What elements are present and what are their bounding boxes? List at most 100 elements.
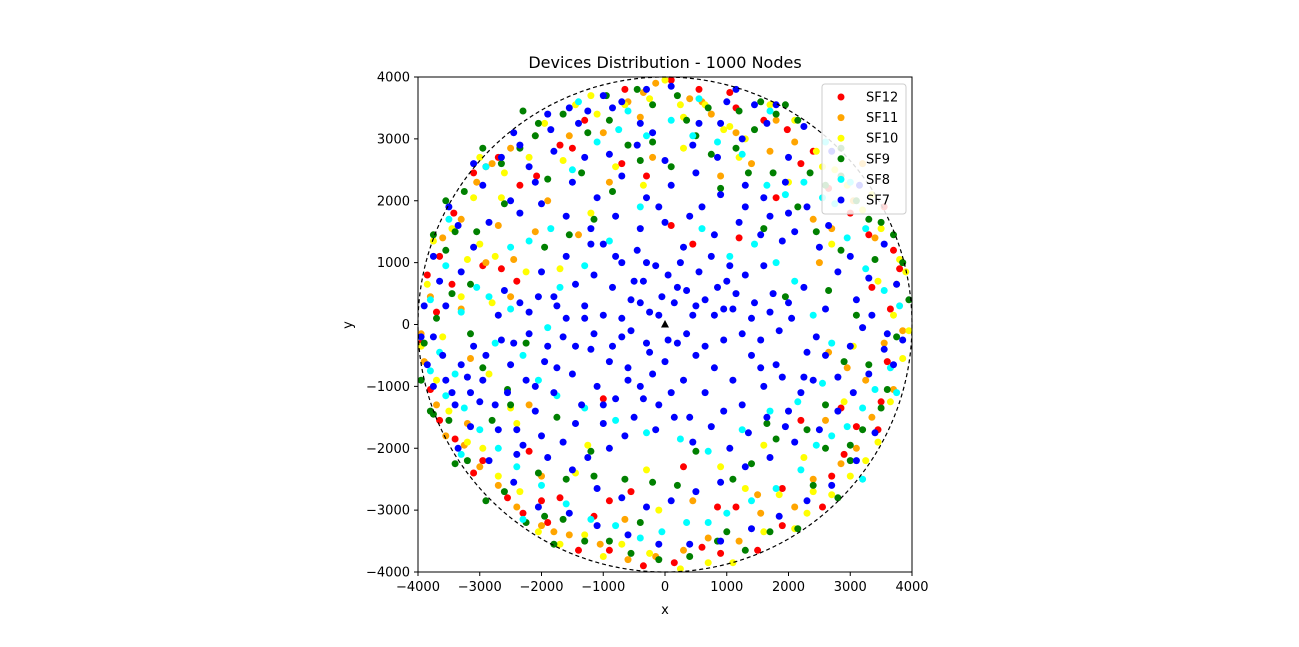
- data-point-sf10-3: [476, 240, 484, 248]
- data-point-sf12-45: [436, 416, 444, 424]
- data-point-sf7-140: [605, 150, 613, 158]
- data-point-sf7-162: [673, 283, 681, 291]
- data-point-sf8-52: [507, 305, 515, 313]
- data-point-sf8-2: [457, 308, 465, 316]
- data-point-sf7-9: [510, 339, 518, 347]
- data-point-sf8-83: [624, 107, 632, 115]
- legend-label-sf9: SF9: [866, 152, 890, 167]
- data-point-sf9-118: [781, 293, 789, 301]
- data-point-sf12-52: [497, 265, 505, 273]
- data-point-sf7-113: [717, 478, 725, 486]
- data-point-sf7-106: [865, 370, 873, 378]
- data-point-sf7-101: [815, 243, 823, 251]
- data-point-sf10-67: [760, 441, 768, 449]
- data-point-sf12-67: [605, 497, 613, 505]
- data-point-sf8-60: [772, 259, 780, 267]
- data-point-sf12-16: [783, 126, 791, 134]
- data-point-sf11-49: [510, 256, 518, 263]
- data-point-sf7-33: [707, 252, 715, 260]
- data-point-sf7-122: [494, 426, 502, 434]
- data-point-sf7-231: [510, 478, 518, 486]
- data-point-sf7-144: [714, 153, 721, 161]
- data-point-sf8-59: [751, 240, 758, 248]
- data-point-sf7-204: [454, 444, 462, 452]
- data-point-sf9-56: [433, 314, 440, 322]
- data-point-sf7-38: [741, 271, 749, 279]
- data-point-sf7-171: [757, 336, 765, 344]
- data-point-sf9-82: [673, 481, 681, 489]
- data-point-sf7-15: [581, 302, 589, 310]
- data-point-sf9-9: [584, 129, 592, 137]
- data-point-sf7-67: [636, 382, 644, 390]
- data-point-sf9-73: [837, 246, 845, 254]
- data-point-sf9-42: [655, 556, 663, 564]
- data-point-sf10-0: [429, 237, 437, 245]
- x-tick-label: 4000: [895, 580, 928, 595]
- data-point-sf7-226: [655, 540, 663, 548]
- data-point-sf7-197: [781, 423, 789, 431]
- data-point-sf7-232: [485, 457, 493, 465]
- data-point-sf9-66: [636, 157, 644, 164]
- data-point-sf7-55: [720, 407, 728, 415]
- data-point-sf7-79: [550, 389, 558, 397]
- data-point-sf11-53: [649, 153, 657, 161]
- data-point-sf7-86: [479, 376, 487, 384]
- gateway-layer: [661, 320, 669, 328]
- data-point-sf7-159: [646, 348, 654, 356]
- data-point-sf8-15: [738, 150, 746, 158]
- data-point-sf11-3: [457, 215, 465, 223]
- data-point-sf7-179: [572, 342, 579, 350]
- data-point-sf12-57: [689, 240, 697, 248]
- x-tick-label: 3000: [834, 580, 867, 595]
- data-point-sf7-68: [630, 413, 638, 421]
- data-point-sf8-88: [457, 450, 465, 458]
- data-point-sf11-12: [652, 79, 660, 87]
- data-point-sf7-2: [429, 382, 437, 390]
- data-point-sf7-105: [880, 345, 888, 353]
- legend-label-sf7: SF7: [866, 194, 890, 209]
- data-point-sf12-61: [868, 283, 876, 291]
- data-point-sf7-126: [538, 200, 545, 208]
- data-point-sf10-82: [559, 157, 567, 164]
- data-point-sf7-234: [448, 389, 456, 397]
- data-point-sf11-60: [550, 528, 558, 536]
- data-point-sf7-195: [744, 429, 752, 437]
- gateway-marker: [661, 320, 669, 328]
- data-point-sf7-23: [646, 308, 654, 316]
- data-point-sf7-155: [751, 101, 758, 109]
- data-point-sf7-169: [738, 330, 746, 338]
- data-point-sf7-133: [710, 231, 718, 239]
- data-point-sf9-30: [893, 333, 901, 341]
- data-point-sf10-5: [470, 194, 478, 202]
- data-point-sf12-26: [877, 398, 885, 406]
- data-point-sf11-72: [636, 113, 644, 121]
- data-point-sf8-24: [896, 302, 904, 310]
- data-point-sf10-39: [676, 565, 684, 572]
- data-point-sf11-16: [766, 147, 774, 155]
- legend: SF12 SF11 SF10 SF9 SF8 SF7: [821, 83, 907, 215]
- data-point-sf7-147: [785, 153, 792, 161]
- data-point-sf7-111: [766, 454, 774, 461]
- data-point-sf7-244: [599, 401, 607, 409]
- data-point-sf11-14: [707, 110, 715, 118]
- data-point-sf8-50: [451, 370, 459, 378]
- data-point-sf7-91: [568, 178, 576, 186]
- data-point-sf11-38: [538, 522, 545, 530]
- data-point-sf11-75: [843, 364, 851, 372]
- data-point-sf8-68: [704, 447, 712, 455]
- data-point-sf7-219: [852, 457, 860, 465]
- data-point-sf11-15: [732, 129, 740, 137]
- data-point-sf11-52: [605, 178, 613, 186]
- data-point-sf7-199: [605, 444, 613, 452]
- data-point-sf7-60: [680, 376, 687, 384]
- data-point-sf12-24: [886, 305, 894, 313]
- data-point-sf10-53: [457, 293, 465, 301]
- data-point-sf7-31: [695, 268, 703, 276]
- data-point-sf9-80: [729, 475, 737, 483]
- data-point-sf7-176: [599, 311, 607, 319]
- data-point-sf7-18: [609, 283, 616, 291]
- data-point-sf7-132: [686, 212, 694, 220]
- data-point-sf12-38: [605, 546, 613, 554]
- data-point-sf7-255: [741, 203, 749, 211]
